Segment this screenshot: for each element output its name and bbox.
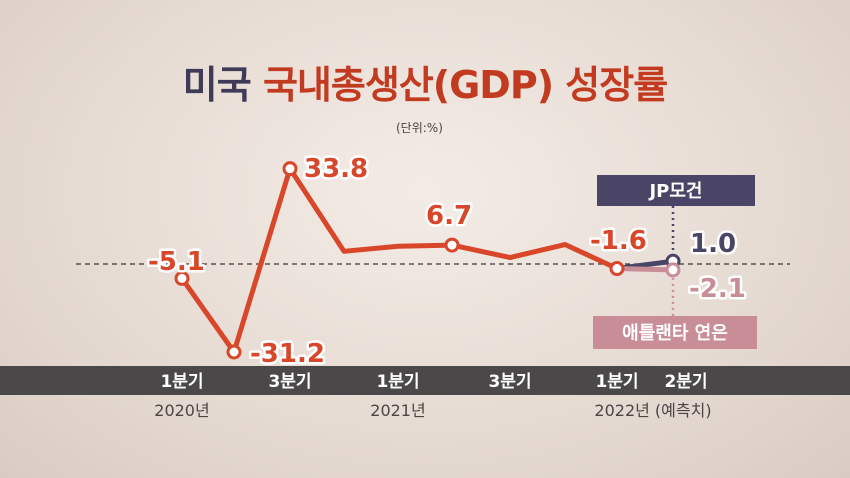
x-group-label: 2021년 (370, 401, 425, 420)
gdp-point (609, 261, 625, 277)
jp-morgan-label-box (597, 175, 755, 206)
x-tick-label: 3분기 (268, 372, 311, 392)
unit-note: (단위:%) (396, 121, 443, 135)
x-group-label: 2020년 (154, 401, 209, 420)
x-tick-label: 2분기 (664, 372, 707, 392)
gdp-point (174, 270, 190, 286)
gdp-value-label: -31.2 (250, 339, 325, 369)
gdp-actual-line (179, 166, 620, 355)
jp-morgan-legend-label: JP모건 (647, 181, 702, 202)
chart-title: 미국 국내총생산(GDP) 성장률 (0, 62, 850, 108)
x-group-label: 2022년 (예측치) (594, 401, 711, 420)
gdp-point (226, 344, 242, 360)
gdp-value-label: 6.7 (426, 201, 472, 231)
gdp-point (444, 237, 460, 253)
atlanta-fed-forecast-line (614, 266, 676, 273)
x-tick-label: 3분기 (488, 372, 531, 392)
atlanta-fed-value-label: -2.1 (689, 274, 746, 304)
gdp-value-label: 33.8 (304, 154, 368, 184)
gdp-value-label: -1.6 (590, 226, 647, 256)
gdp-value-label: -5.1 (148, 247, 205, 277)
jp-morgan-value-label: 1.0 (690, 229, 736, 259)
atlanta-fed-legend-label: 애틀랜타 연은 (622, 323, 728, 344)
gdp-point (282, 161, 298, 177)
atlanta-fed-point (665, 262, 681, 278)
title-part-dark: 미국 (182, 63, 252, 107)
x-tick-label: 1분기 (160, 372, 203, 392)
x-tick-label: 1분기 (595, 372, 638, 392)
atlanta-fed-label-box (593, 316, 757, 349)
title-part-red: 국내총생산(GDP) 성장률 (262, 63, 668, 107)
x-axis-band (0, 366, 850, 395)
x-tick-label: 1분기 (376, 372, 419, 392)
